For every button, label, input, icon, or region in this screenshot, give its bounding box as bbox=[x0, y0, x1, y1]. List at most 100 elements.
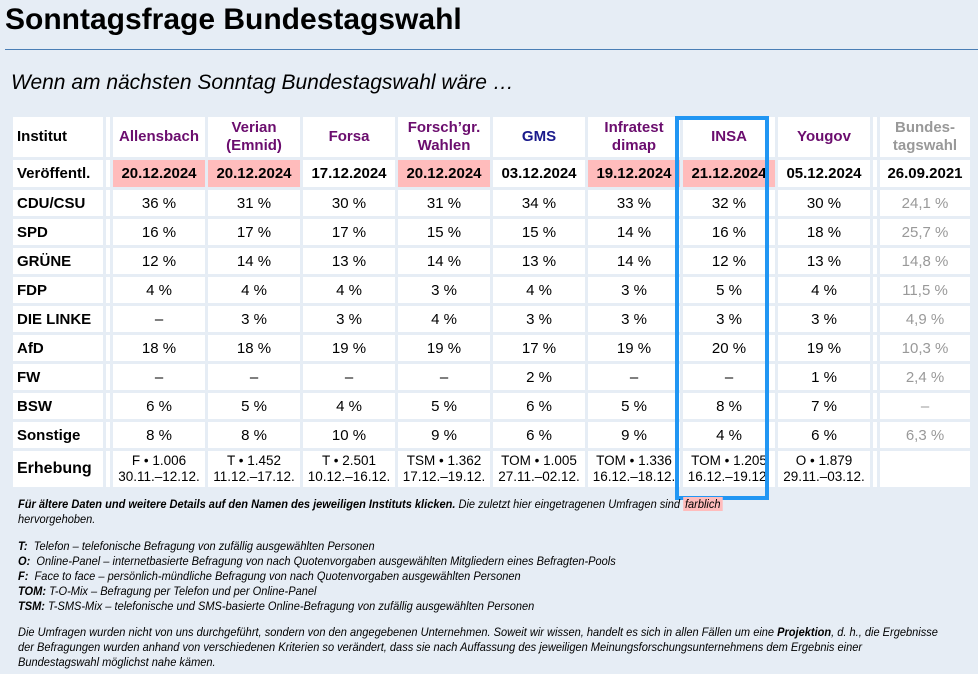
institute-link-forsa[interactable]: Forsa bbox=[329, 128, 370, 145]
institute-header-yougov[interactable]: Yougov bbox=[778, 117, 870, 157]
institute-header-insa[interactable]: INSA bbox=[683, 117, 775, 157]
institute-link-allensbach[interactable]: Allensbach bbox=[119, 128, 199, 145]
published-date: 20.12.2024 bbox=[208, 160, 300, 187]
survey-detail: T • 1.452 11.12.–17.12. bbox=[213, 453, 295, 484]
poll-value: 33 % bbox=[588, 190, 680, 216]
disclaimer-bold: Projektion bbox=[777, 625, 832, 639]
institute-link-gms-line1: GMS bbox=[521, 128, 557, 145]
survey-detail-line2: 10.12.–16.12. bbox=[307, 469, 391, 484]
poll-value: 15 % bbox=[398, 219, 490, 245]
party-row: Sonstige 8 % 8 % 10 % 9 % 6 % 9 % 4 % 6 % 6,3 % bbox=[13, 422, 970, 448]
party-name: BSW bbox=[13, 393, 103, 419]
survey-info: TOM • 1.336 16.12.–18.12. bbox=[588, 451, 680, 487]
institute-link-yougov-line1: Yougov bbox=[797, 128, 851, 145]
poll-value: 20 % bbox=[683, 335, 775, 361]
poll-value: 30 % bbox=[303, 190, 395, 216]
disclaimer-text-1: Die Umfragen wurden nicht von uns durchg… bbox=[18, 625, 778, 639]
institute-header-infratest[interactable]: Infratest dimap bbox=[588, 117, 680, 157]
survey-detail: TOM • 1.336 16.12.–18.12. bbox=[593, 453, 676, 484]
poll-value: – bbox=[588, 364, 680, 390]
institute-header-allensbach[interactable]: Allensbach bbox=[113, 117, 205, 157]
institute-link-verian[interactable]: Verian (Emnid) bbox=[226, 119, 282, 154]
institute-link-allensbach-line1: Allensbach bbox=[118, 128, 200, 145]
election-label-line2: tagswahl bbox=[892, 137, 958, 154]
legend-text: T-SMS-Mix – telefonische und SMS-basiert… bbox=[44, 599, 535, 613]
poll-value: – bbox=[683, 364, 775, 390]
party-name: SPD bbox=[13, 219, 103, 245]
poll-value: 19 % bbox=[303, 335, 395, 361]
survey-detail: T • 2.501 10.12.–16.12. bbox=[308, 453, 391, 484]
spacer-cell bbox=[106, 248, 110, 274]
spacer-cell bbox=[106, 277, 110, 303]
survey-detail: TSM • 1.362 17.12.–19.12. bbox=[403, 453, 486, 484]
institute-link-insa[interactable]: INSA bbox=[711, 128, 747, 145]
party-row: SPD 16 % 17 % 17 % 15 % 15 % 14 % 16 % 18 % 25,7 … bbox=[13, 219, 970, 245]
survey-detail-line2: 29.11.–03.12. bbox=[783, 469, 865, 484]
spacer-cell bbox=[106, 306, 110, 332]
institute-header-forschgr[interactable]: Forsch’gr. Wahlen bbox=[398, 117, 490, 157]
poll-value: 15 % bbox=[493, 219, 585, 245]
legend-text: Telefon – telefonische Befragung von zuf… bbox=[27, 539, 375, 553]
poll-value: 6 % bbox=[113, 393, 205, 419]
legend-key: TSM: bbox=[18, 599, 45, 613]
disclaimer-note: Die Umfragen wurden nicht von uns durchg… bbox=[18, 625, 938, 670]
spacer-cell bbox=[873, 422, 877, 448]
poll-value: 32 % bbox=[683, 190, 775, 216]
poll-value: 8 % bbox=[683, 393, 775, 419]
institute-link-forschgr[interactable]: Forsch’gr. Wahlen bbox=[408, 119, 481, 154]
published-date: 20.12.2024 bbox=[398, 160, 490, 187]
click-hint-bold: Für ältere Daten und weitere Details auf… bbox=[18, 497, 456, 511]
legend-text: Online-Panel – internetbasierte Befragun… bbox=[30, 554, 616, 568]
spacer-cell bbox=[106, 422, 110, 448]
legend-item: O: Online-Panel – internetbasierte Befra… bbox=[18, 554, 874, 569]
poll-value: 30 % bbox=[778, 190, 870, 216]
poll-value: 4 % bbox=[778, 277, 870, 303]
institute-link-yougov[interactable]: Yougov bbox=[797, 128, 851, 145]
poll-value: 12 % bbox=[113, 248, 205, 274]
legend-item: F: Face to face – persönlich-mündliche B… bbox=[18, 569, 874, 584]
institute-header-forsa[interactable]: Forsa bbox=[303, 117, 395, 157]
election-label-line1: Bundes- bbox=[895, 119, 955, 136]
poll-value: 14 % bbox=[208, 248, 300, 274]
poll-value: 8 % bbox=[208, 422, 300, 448]
survey-info: T • 2.501 10.12.–16.12. bbox=[303, 451, 395, 487]
legend-item: TOM: T-O-Mix – Befragung per Telefon und… bbox=[18, 584, 874, 599]
survey-detail-line2: 17.12.–19.12. bbox=[402, 469, 486, 484]
poll-value: 4 % bbox=[398, 306, 490, 332]
legend-key: T: bbox=[18, 539, 28, 553]
survey-detail: F • 1.006 30.11.–12.12. bbox=[118, 453, 200, 484]
poll-value: 4 % bbox=[113, 277, 205, 303]
poll-value: 5 % bbox=[208, 393, 300, 419]
institute-link-infratest-line2: dimap bbox=[611, 137, 657, 154]
poll-value: 4 % bbox=[683, 422, 775, 448]
party-row: FW – – – –2 % – –1 % 2,4 % bbox=[13, 364, 970, 390]
survey-detail-line1: T • 2.501 bbox=[321, 453, 376, 468]
survey-detail-line1: F • 1.006 bbox=[131, 453, 187, 468]
survey-info: O • 1.879 29.11.–03.12. bbox=[778, 451, 870, 487]
party-row: AfD 18 % 18 % 19 % 19 % 17 % 19 % 20 % 19 % 10,3 … bbox=[13, 335, 970, 361]
poll-value: 16 % bbox=[683, 219, 775, 245]
poll-value: 4 % bbox=[208, 277, 300, 303]
poll-value: 6 % bbox=[778, 422, 870, 448]
poll-value: 13 % bbox=[493, 248, 585, 274]
institute-link-verian-line1: Verian bbox=[231, 119, 277, 136]
party-name: FDP bbox=[13, 277, 103, 303]
spacer-cell bbox=[873, 335, 877, 361]
election-result: 24,1 % bbox=[880, 190, 970, 216]
institute-link-gms[interactable]: GMS bbox=[522, 128, 556, 145]
survey-detail-line1: TSM • 1.362 bbox=[406, 453, 482, 468]
election-result: – bbox=[880, 393, 970, 419]
institute-header-gms[interactable]: GMS bbox=[493, 117, 585, 157]
legend-key: O: bbox=[18, 554, 31, 568]
poll-value: 5 % bbox=[398, 393, 490, 419]
poll-value: 6 % bbox=[493, 393, 585, 419]
institute-link-infratest[interactable]: Infratest dimap bbox=[604, 119, 663, 154]
institute-header-verian[interactable]: Verian (Emnid) bbox=[208, 117, 300, 157]
poll-value: – bbox=[113, 306, 205, 332]
poll-value: 3 % bbox=[208, 306, 300, 332]
election-result: 10,3 % bbox=[880, 335, 970, 361]
poll-value: 18 % bbox=[778, 219, 870, 245]
institute-header-row: Institut Allensbach Verian (Emnid) Forsa For… bbox=[13, 117, 970, 157]
poll-value: 3 % bbox=[778, 306, 870, 332]
party-name: FW bbox=[13, 364, 103, 390]
